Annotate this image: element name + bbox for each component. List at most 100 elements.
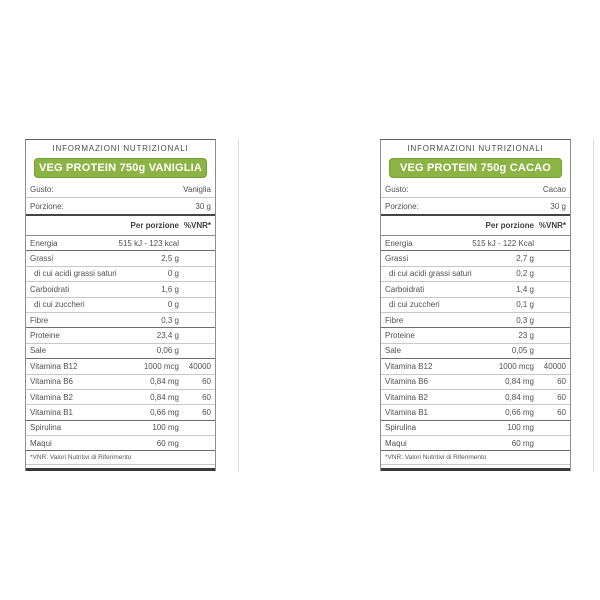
- table-header: INFORMAZIONI NUTRIZIONALI: [52, 144, 189, 153]
- table-row: Spirulina 100 mg: [381, 421, 570, 437]
- table-row: Vitamina B12 1000 mcg 40000: [26, 359, 215, 375]
- row-vnr: 40000: [543, 361, 566, 371]
- bottom-bar: [26, 468, 215, 472]
- row-amount: 0 g: [167, 300, 179, 310]
- row-amount: 0,3 g: [516, 315, 534, 325]
- table-row: Maqui 60 mg: [381, 436, 570, 452]
- row-amount: 0,84 mg: [150, 392, 179, 402]
- row-amount: 0,84 mg: [505, 377, 534, 387]
- table-row: Vitamina B6 0,84 mg 60: [381, 375, 570, 390]
- table-row: di cui acidi grassi saturi 0 g: [26, 267, 215, 283]
- info-value: Vaniglia: [183, 185, 211, 194]
- row-label: Vitamina B2: [385, 392, 428, 402]
- info-label: Porzione:: [30, 201, 64, 211]
- table-row: Maqui 60 mg: [26, 436, 215, 452]
- row-label: Grassi: [385, 254, 409, 264]
- row-label: Proteine: [385, 331, 415, 341]
- row-label: Vitamina B12: [385, 361, 433, 371]
- nutrition-table: INFORMAZIONI NUTRIZIONALI VEG PROTEIN 75…: [380, 139, 571, 472]
- table-row: Energia 515 kJ - 123 kcal: [26, 236, 215, 252]
- info-label: Porzione:: [385, 201, 419, 211]
- info-label: Gusto:: [385, 185, 409, 194]
- row-amount: 0,66 mg: [150, 407, 179, 417]
- row-label: Vitamina B2: [30, 392, 73, 402]
- row-amount: 100 mg: [507, 423, 534, 433]
- table-row: Grassi 2,7 g: [381, 251, 570, 267]
- footnote: *VNR: Valori Nutritivi di Riferimento: [26, 451, 215, 466]
- row-amount: 0,06 g: [156, 346, 179, 356]
- table-row: Grassi 2,5 g: [26, 251, 215, 267]
- info-value: 30 g: [195, 201, 211, 211]
- nutrition-table: INFORMAZIONI NUTRIZIONALI VEG PROTEIN 75…: [25, 139, 216, 472]
- info-row: Gusto: Cacao: [381, 182, 570, 198]
- row-label: di cui zuccheri: [389, 300, 440, 310]
- product-badge: VEG PROTEIN 750g CACAO: [389, 158, 562, 178]
- row-vnr: 60: [202, 377, 211, 387]
- info-rows: Gusto: Vaniglia Porzione: 30 g: [26, 182, 215, 216]
- table-row: Spirulina 100 mg: [26, 421, 215, 437]
- table-row: Carboidrati 1,4 g: [381, 282, 570, 298]
- info-row: Porzione: 30 g: [381, 198, 570, 216]
- table-row: Fibre 0,3 g: [381, 313, 570, 329]
- info-value: 30 g: [550, 201, 566, 211]
- table-row: Sale 0,06 g: [26, 344, 215, 360]
- bottom-bar: [381, 468, 570, 472]
- row-label: Energia: [385, 238, 413, 248]
- row-label: Spirulina: [385, 423, 417, 433]
- per-portion-column-header: Per porzione: [130, 221, 179, 230]
- column-header-row: Per porzione %VNR*: [381, 216, 570, 236]
- table-row: di cui acidi grassi saturi 0,2 g: [381, 267, 570, 283]
- row-amount: 0,3 g: [161, 315, 179, 325]
- row-label: Proteine: [30, 331, 60, 341]
- row-amount: 515 kJ - 123 kcal: [118, 238, 179, 248]
- vnr-column-header: %VNR*: [183, 221, 211, 230]
- row-label: Vitamina B1: [385, 407, 428, 417]
- row-amount: 0,84 mg: [505, 392, 534, 402]
- row-amount: 0,84 mg: [150, 377, 179, 387]
- row-amount: 100 mg: [152, 423, 179, 433]
- footnote: *VNR: Valori Nutritivi di Riferimento: [381, 451, 570, 466]
- row-amount: 0,1 g: [516, 300, 534, 310]
- row-label: Carboidrati: [385, 284, 425, 294]
- row-label: di cui acidi grassi saturi: [34, 269, 117, 279]
- row-amount: 1000 mcg: [498, 361, 534, 371]
- row-label: Energia: [30, 238, 58, 248]
- table-row: Vitamina B2 0,84 mg 60: [26, 390, 215, 406]
- row-amount: 1,4 g: [516, 284, 534, 294]
- row-label: Sale: [30, 346, 47, 356]
- row-label: Vitamina B12: [30, 361, 78, 371]
- info-row: Porzione: 30 g: [26, 198, 215, 216]
- table-row: Vitamina B1 0,66 mg 60: [381, 405, 570, 421]
- data-rows: Energia 515 kJ - 122 Kcal Grassi 2,7 g di cu…: [381, 236, 570, 452]
- row-vnr: 40000: [188, 361, 211, 371]
- row-label: Spirulina: [30, 423, 62, 433]
- row-label: Vitamina B6: [385, 377, 428, 387]
- row-amount: 23,4 g: [156, 331, 179, 341]
- row-label: Sale: [385, 346, 402, 356]
- row-vnr: 60: [202, 407, 211, 417]
- row-amount: 0,2 g: [516, 269, 534, 279]
- table-row: di cui zuccheri 0,1 g: [381, 298, 570, 313]
- row-label: Vitamina B1: [30, 407, 73, 417]
- table-row: Fibre 0,3 g: [26, 313, 215, 329]
- table-row: Vitamina B1 0,66 mg 60: [26, 405, 215, 421]
- row-amount: 515 kJ - 122 Kcal: [472, 238, 534, 248]
- row-amount: 0,66 mg: [505, 407, 534, 417]
- row-vnr: 60: [202, 392, 211, 402]
- table-row: Energia 515 kJ - 122 Kcal: [381, 236, 570, 252]
- row-vnr: 60: [557, 377, 566, 387]
- row-amount: 60 mg: [156, 438, 179, 448]
- data-rows: Energia 515 kJ - 123 kcal Grassi 2,5 g di cu…: [26, 236, 215, 452]
- row-label: Grassi: [30, 254, 54, 264]
- table-row: Sale 0,05 g: [381, 344, 570, 360]
- table-row: Proteine 23,4 g: [26, 328, 215, 344]
- row-label: Maqui: [30, 438, 52, 448]
- table-row: Vitamina B12 1000 mcg 40000: [381, 359, 570, 375]
- row-label: di cui zuccheri: [34, 300, 85, 310]
- info-rows: Gusto: Cacao Porzione: 30 g: [381, 182, 570, 216]
- row-label: Carboidrati: [30, 284, 70, 294]
- row-amount: 0,05 g: [511, 346, 534, 356]
- row-amount: 60 mg: [511, 438, 534, 448]
- table-row: di cui zuccheri 0 g: [26, 298, 215, 313]
- product-badge: VEG PROTEIN 750g VANIGLIA: [34, 158, 207, 178]
